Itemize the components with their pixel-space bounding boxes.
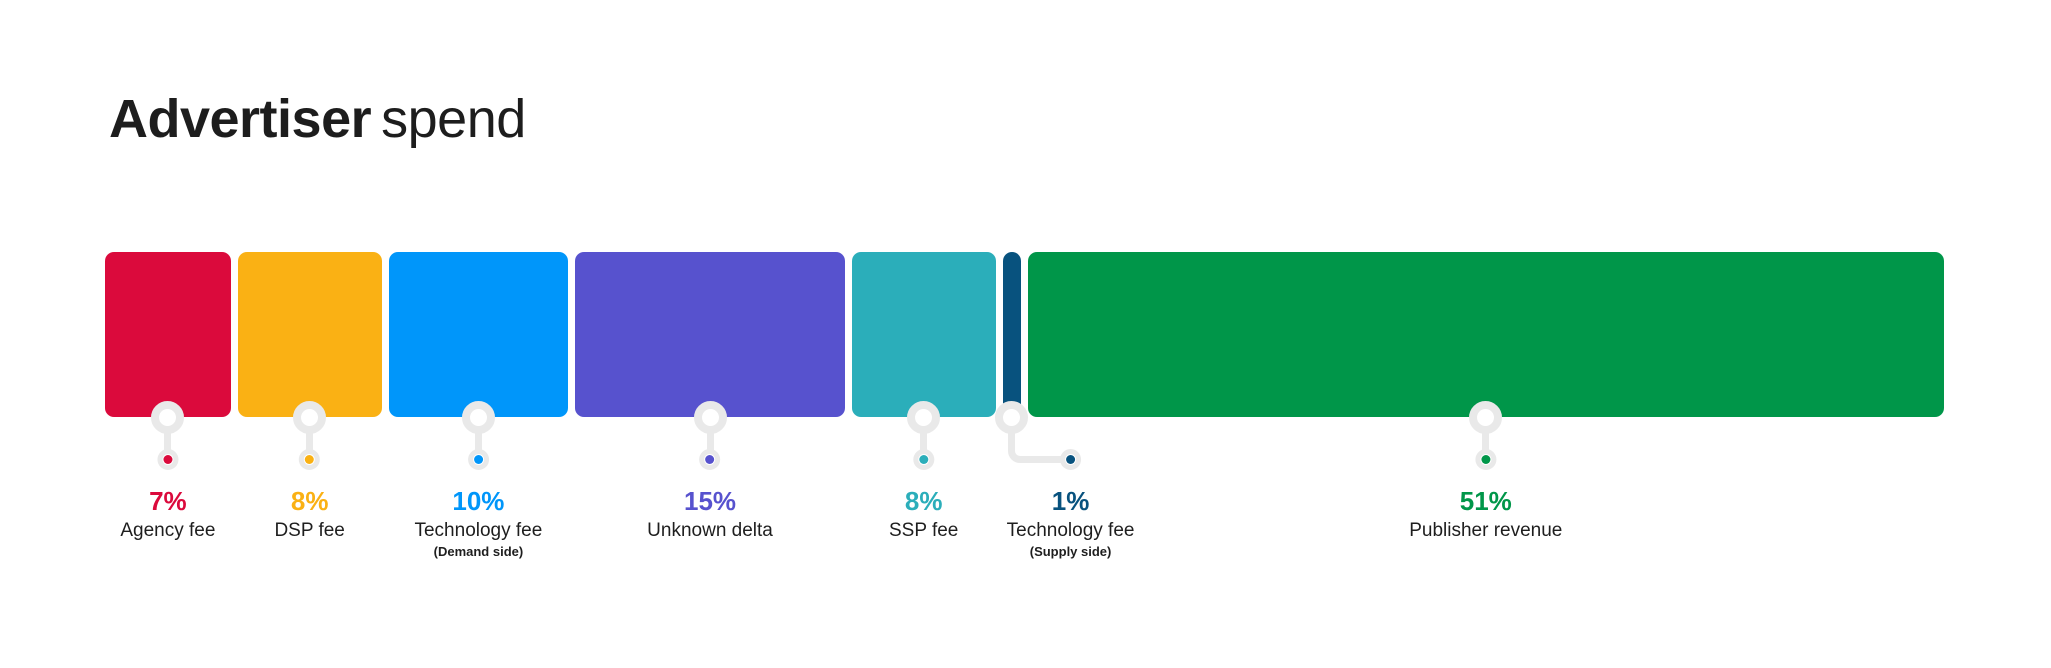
segment-sublabel: (Demand side)	[433, 543, 524, 559]
bar-segment: 8% SSP fee	[851, 252, 996, 541]
segment-label-group: 10% Technology fee (Demand side)	[414, 449, 542, 559]
segment-label: Agency fee	[120, 520, 216, 541]
segment-percentage: 7%	[149, 486, 187, 516]
segment-label-group: 15% Unknown delta	[647, 449, 773, 542]
connector-stem	[474, 417, 482, 460]
segment-color-dot	[305, 455, 315, 464]
segment-label: Unknown delta	[647, 520, 773, 541]
chart-title: Advertiser spend	[109, 92, 526, 146]
bar-segment: 8% DSP fee	[237, 252, 382, 541]
segment-label: Technology fee	[414, 520, 543, 541]
connector-dot-icon	[467, 449, 489, 470]
segment-label-group: 8% DSP fee	[274, 449, 345, 542]
segment-color-dot	[163, 455, 173, 464]
connector-dot-icon	[299, 449, 321, 470]
bar-segment: 7% Agency fee	[105, 252, 231, 541]
segment-color-dot	[473, 455, 483, 464]
connector-stem	[306, 417, 314, 460]
connector-node-icon	[907, 400, 941, 434]
connector-dot-icon	[1060, 449, 1082, 470]
segment-color-dot	[705, 455, 715, 464]
connector-stem	[1482, 417, 1490, 460]
segment-percentage: 1%	[1051, 486, 1090, 516]
spend-bar: 7% Agency fee 8% DSP fee 10% Technology …	[105, 252, 1945, 559]
bar-segment: 10% Technology fee (Demand side)	[388, 252, 569, 559]
connector-stem	[164, 417, 172, 460]
segment-label-group: 8% SSP fee	[889, 449, 958, 542]
segment-sublabel: (Supply side)	[1029, 543, 1112, 559]
segment-percentage: 8%	[290, 486, 329, 516]
segment-label-group: 1% Technology fee (Supply side)	[1006, 449, 1135, 559]
connector-dot-icon	[699, 449, 721, 470]
connector-node-icon	[693, 400, 727, 434]
segment-label: DSP fee	[274, 520, 345, 541]
segment-percentage: 15%	[684, 486, 737, 516]
segment-label-group: 51% Publisher revenue	[1409, 449, 1562, 542]
chart-title-secondary: spend	[381, 89, 526, 149]
connector-stem	[706, 417, 714, 460]
connector-node-icon	[151, 400, 185, 434]
segment-label: SSP fee	[889, 520, 959, 541]
connector-node-icon	[995, 400, 1029, 434]
segment-color-dot	[1481, 455, 1491, 464]
segment-percentage: 8%	[904, 486, 943, 516]
chart-title-primary: Advertiser	[109, 89, 372, 149]
connector-node-icon	[1469, 400, 1503, 434]
bar-segment: 15% Unknown delta	[575, 252, 845, 541]
bar-segment: 51% Publisher revenue	[1027, 252, 1945, 541]
bar-segment: 1% Technology fee (Supply side)	[995, 252, 1134, 559]
segment-label: Publisher revenue	[1409, 520, 1563, 541]
segment-percentage: 10%	[452, 486, 505, 516]
connector-dot-icon	[157, 449, 179, 470]
segment-color-dot	[1066, 455, 1076, 464]
segment-label-group: 7% Agency fee	[120, 449, 215, 542]
connector-dot-icon	[913, 449, 935, 470]
connector-stem	[1008, 417, 1072, 463]
connector-dot-icon	[1475, 449, 1497, 470]
connector-node-icon	[461, 400, 495, 434]
connector-stem	[920, 417, 928, 460]
segment-label: Technology fee	[1006, 520, 1135, 541]
segment-color-dot	[919, 455, 929, 464]
connector-node-icon	[293, 400, 327, 434]
segment-percentage: 51%	[1459, 486, 1512, 516]
